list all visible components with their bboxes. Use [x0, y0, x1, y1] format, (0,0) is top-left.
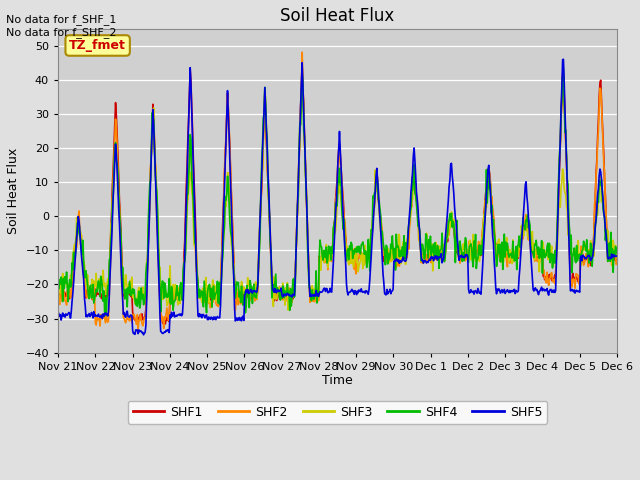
SHF3: [208, 288, 216, 293]
SHF5: [140, 332, 147, 338]
SHF4: [209, 290, 216, 296]
SHF1: [64, 292, 72, 298]
SHF3: [54, 300, 62, 306]
SHF3: [179, 288, 186, 293]
SHF3: [122, 272, 129, 277]
SHF4: [123, 286, 131, 292]
SHF2: [209, 300, 216, 305]
SHF2: [407, 201, 415, 206]
SHF4: [613, 251, 621, 256]
X-axis label: Time: Time: [322, 374, 353, 387]
SHF1: [424, 252, 431, 258]
Line: SHF5: SHF5: [58, 59, 617, 335]
Line: SHF4: SHF4: [58, 68, 617, 315]
SHF5: [54, 309, 62, 314]
SHF5: [423, 260, 431, 266]
SHF4: [406, 208, 414, 214]
SHF1: [179, 280, 187, 286]
SHF4: [179, 266, 187, 272]
Title: Soil Heat Flux: Soil Heat Flux: [280, 7, 395, 25]
Line: SHF1: SHF1: [58, 67, 617, 324]
SHF5: [406, 202, 414, 208]
SHF2: [64, 296, 72, 301]
SHF2: [424, 253, 431, 259]
SHF1: [54, 287, 62, 293]
SHF4: [54, 273, 62, 279]
SHF1: [407, 200, 415, 206]
Text: No data for f_SHF_1
No data for f_SHF_2: No data for f_SHF_1 No data for f_SHF_2: [6, 14, 117, 38]
SHF2: [179, 279, 187, 285]
SHF2: [122, 320, 129, 325]
Legend: SHF1, SHF2, SHF3, SHF4, SHF5: SHF1, SHF2, SHF3, SHF4, SHF5: [128, 401, 547, 424]
SHF5: [179, 299, 187, 305]
SHF4: [559, 65, 567, 71]
SHF1: [298, 64, 306, 70]
SHF3: [424, 247, 431, 253]
SHF5: [559, 56, 567, 62]
SHF4: [423, 233, 431, 239]
Y-axis label: Soil Heat Flux: Soil Heat Flux: [7, 148, 20, 234]
SHF5: [122, 314, 129, 320]
SHF1: [122, 288, 129, 294]
SHF2: [134, 326, 142, 332]
SHF3: [407, 210, 415, 216]
SHF5: [209, 317, 216, 323]
SHF3: [298, 67, 306, 72]
Text: TZ_fmet: TZ_fmet: [69, 39, 126, 52]
SHF4: [64, 299, 72, 304]
SHF5: [613, 253, 621, 259]
SHF1: [613, 250, 621, 256]
SHF4: [102, 312, 110, 318]
SHF3: [64, 285, 72, 290]
SHF2: [54, 301, 62, 307]
SHF1: [209, 291, 216, 297]
SHF3: [284, 307, 292, 313]
Line: SHF2: SHF2: [58, 52, 617, 329]
SHF5: [64, 311, 72, 316]
SHF2: [613, 259, 621, 264]
SHF3: [613, 255, 621, 261]
SHF1: [161, 321, 169, 327]
Line: SHF3: SHF3: [58, 70, 617, 310]
SHF2: [298, 49, 306, 55]
